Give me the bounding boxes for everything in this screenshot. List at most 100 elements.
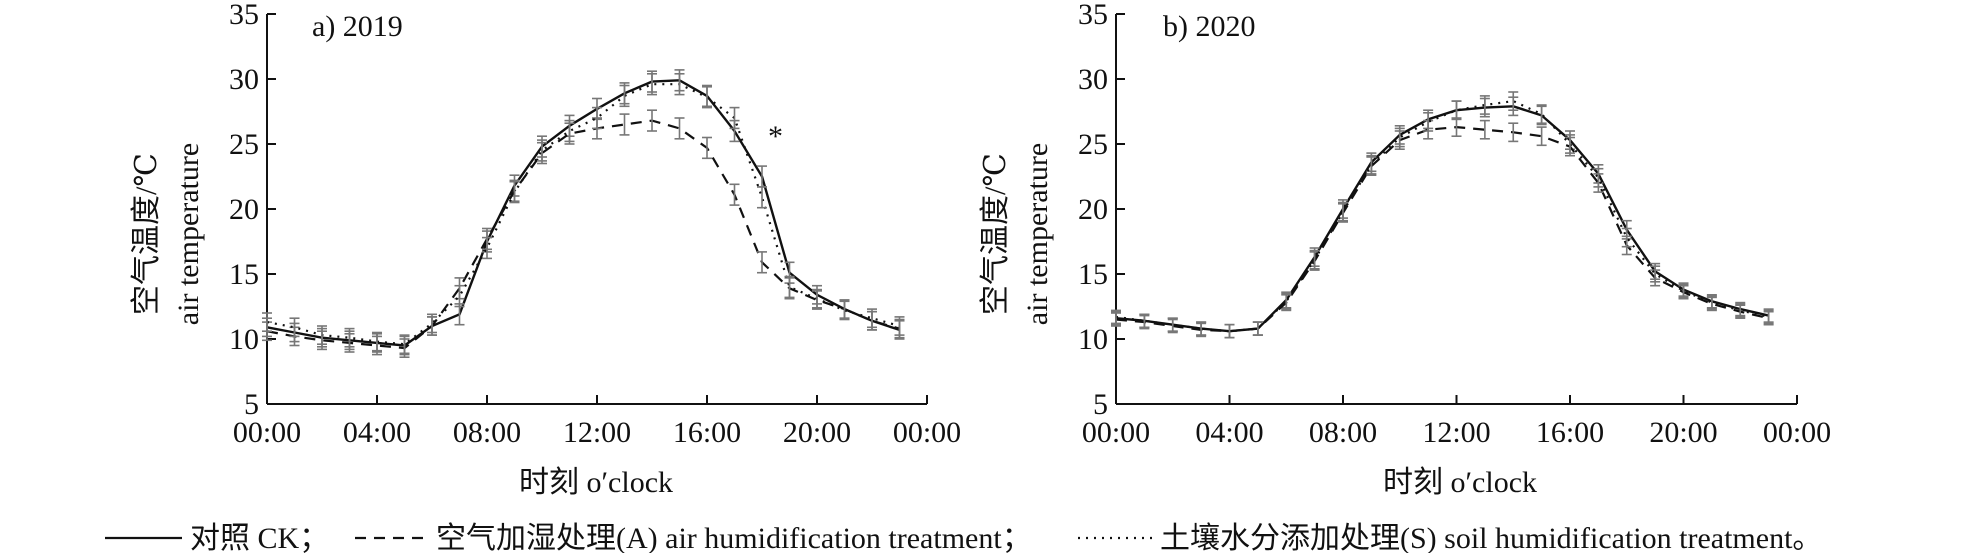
panel-b-x-axis-label: 时刻 o′clock bbox=[1383, 466, 1537, 499]
legend-label-ck: 对照 CK； bbox=[190, 522, 329, 553]
x-tick-label: 00:00 bbox=[233, 416, 301, 449]
error-bar-soil bbox=[564, 119, 575, 143]
y-tick-label: 10 bbox=[229, 323, 259, 356]
error-bar-soil bbox=[1167, 317, 1178, 333]
x-tick-label: 20:00 bbox=[783, 416, 851, 449]
error-bar-soil bbox=[344, 327, 355, 348]
error-bar-soil bbox=[1763, 309, 1774, 325]
panel-a-y-axis-label-en: air temperature bbox=[172, 143, 205, 325]
error-bar-soil bbox=[1366, 154, 1377, 175]
error-bar-soil bbox=[317, 325, 327, 346]
error-bar-soil bbox=[1678, 283, 1689, 299]
y-tick-label: 15 bbox=[1078, 258, 1108, 291]
x-tick-label: 04:00 bbox=[343, 416, 411, 449]
x-tick-label: 00:00 bbox=[893, 416, 961, 449]
error-bar-soil bbox=[1281, 292, 1292, 310]
panel-b-series bbox=[1111, 91, 1774, 339]
error-bar-soil bbox=[1111, 309, 1121, 325]
y-tick-label: 5 bbox=[244, 388, 259, 421]
error-bar-air bbox=[619, 113, 630, 136]
error-bar-soil bbox=[812, 288, 822, 309]
error-bar-soil bbox=[1593, 167, 1604, 188]
series-line-air bbox=[1115, 125, 1769, 333]
error-bar-soil bbox=[1735, 303, 1746, 318]
x-tick-label: 16:00 bbox=[673, 416, 741, 449]
error-bar-soil bbox=[674, 73, 685, 96]
y-tick-label: 15 bbox=[229, 258, 259, 291]
y-tick-label: 20 bbox=[1078, 193, 1108, 226]
error-bar-soil bbox=[1508, 91, 1519, 111]
panel-a-title: a) 2019 bbox=[312, 10, 403, 43]
error-bar-soil bbox=[1394, 127, 1405, 148]
error-bar-soil bbox=[757, 186, 767, 209]
error-bar-soil bbox=[619, 84, 630, 108]
panel-a-axes: 5 10 15 20 25 30 35 00:00 04:00 08:00 12:00 16:00 20… bbox=[229, 0, 961, 449]
error-bar-soil bbox=[372, 331, 382, 352]
y-tick-label: 5 bbox=[1093, 388, 1108, 421]
series-line-soil bbox=[1115, 99, 1769, 333]
error-bar-air bbox=[1479, 119, 1490, 140]
error-bar-soil bbox=[262, 312, 272, 333]
x-tick-label: 08:00 bbox=[453, 416, 521, 449]
error-bar-soil bbox=[592, 106, 602, 130]
error-bar-soil bbox=[1139, 313, 1150, 329]
series-line-air bbox=[266, 119, 900, 350]
panel-b-axes: 5 10 15 20 25 30 35 00:00 04:00 08:00 12:00 16:00 20… bbox=[1078, 0, 1831, 449]
error-bar-soil bbox=[1224, 323, 1235, 339]
panel-a-y-axis-label-cn: 空气温度/℃ bbox=[130, 153, 163, 315]
error-bar-soil bbox=[1479, 95, 1490, 115]
error-bar-soil bbox=[1621, 227, 1632, 248]
y-tick-label: 10 bbox=[1078, 323, 1108, 356]
error-bar-soil bbox=[509, 180, 520, 204]
y-tick-label: 25 bbox=[1078, 128, 1108, 161]
y-tick-label: 25 bbox=[229, 128, 259, 161]
error-bar-air bbox=[1536, 126, 1547, 147]
error-bar-air bbox=[757, 251, 767, 274]
error-bar-soil bbox=[1706, 295, 1717, 310]
error-bar-soil bbox=[399, 334, 410, 355]
error-bar-air bbox=[729, 183, 740, 206]
error-bar-soil bbox=[289, 317, 300, 338]
x-tick-label: 12:00 bbox=[1422, 416, 1490, 449]
y-tick-label: 30 bbox=[229, 63, 259, 96]
error-bar-soil bbox=[1536, 104, 1547, 124]
panel-a-series bbox=[262, 69, 905, 359]
panel-b-title: b) 2020 bbox=[1163, 10, 1256, 43]
error-bar-soil bbox=[1196, 321, 1207, 336]
error-bar-soil bbox=[1338, 201, 1348, 222]
y-tick-label: 35 bbox=[229, 0, 259, 31]
panel-b-y-axis-label-cn: 空气温度/℃ bbox=[979, 153, 1012, 315]
x-tick-label: 04:00 bbox=[1195, 416, 1263, 449]
error-bar-soil bbox=[537, 139, 547, 162]
error-bar-air bbox=[1508, 122, 1519, 143]
panel-a-2019: a) 2019 5 10 15 20 25 30 35 00:00 04:00 08:00 12:0… bbox=[130, 0, 961, 499]
error-bar-soil bbox=[784, 275, 795, 299]
series-line-ck bbox=[1115, 105, 1769, 333]
error-bar-soil bbox=[839, 300, 850, 321]
error-bar-air bbox=[702, 136, 712, 160]
y-tick-label: 30 bbox=[1078, 63, 1108, 96]
error-bar-air bbox=[647, 109, 657, 132]
error-bar-soil bbox=[1309, 249, 1320, 270]
x-tick-label: 16:00 bbox=[1536, 416, 1604, 449]
legend-label-soil: 土壤水分添加处理(S) soil humidification treatmen… bbox=[1160, 522, 1822, 553]
error-bar-soil bbox=[894, 316, 905, 336]
panel-b-2020: b) 2020 5 10 15 20 25 30 35 00:00 04:00 08:00 12:0… bbox=[979, 0, 1831, 499]
error-bar-soil bbox=[1423, 112, 1434, 132]
panel-b-y-axis-label-en: air temperature bbox=[1021, 143, 1054, 325]
x-tick-label: 20:00 bbox=[1649, 416, 1717, 449]
error-bar-soil bbox=[867, 308, 877, 329]
error-bar-soil bbox=[702, 86, 712, 109]
y-tick-label: 35 bbox=[1078, 0, 1108, 31]
x-tick-label: 00:00 bbox=[1763, 416, 1831, 449]
error-bar-soil bbox=[1650, 265, 1661, 283]
error-bar-soil bbox=[1451, 100, 1462, 121]
y-tick-label: 20 bbox=[229, 193, 259, 226]
x-tick-label: 08:00 bbox=[1309, 416, 1377, 449]
panel-a-significance-annotation: * bbox=[768, 120, 783, 153]
x-tick-label: 00:00 bbox=[1082, 416, 1150, 449]
error-bar-soil bbox=[454, 284, 465, 308]
x-tick-label: 12:00 bbox=[563, 416, 631, 449]
series-line-soil bbox=[266, 83, 900, 346]
